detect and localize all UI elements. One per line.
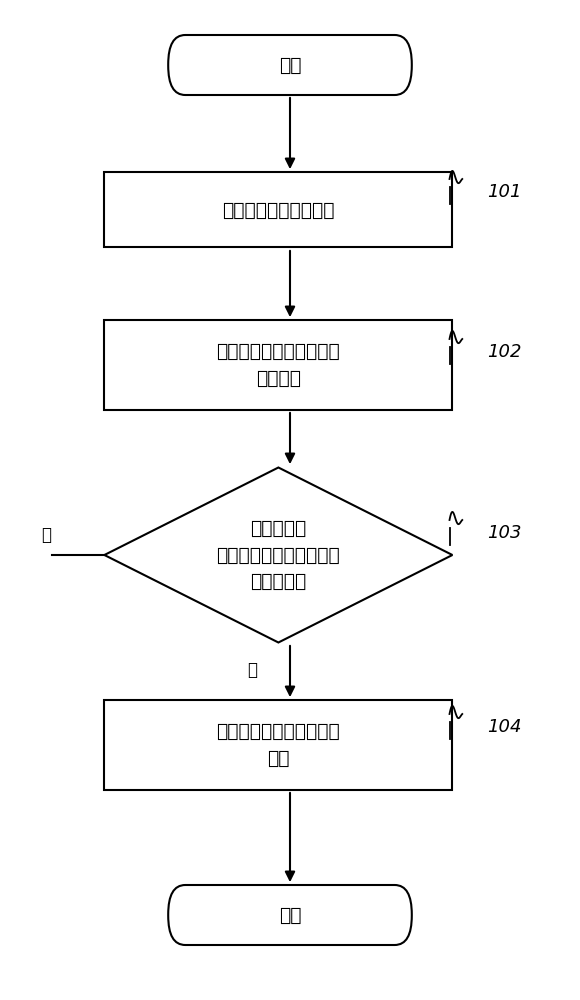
Text: 开始: 开始 [279, 55, 301, 75]
Text: 101: 101 [487, 183, 521, 201]
Text: 电容检测装置检测感应电
容的容值: 电容检测装置检测感应电 容的容值 [216, 342, 340, 388]
Text: 102: 102 [487, 343, 521, 361]
FancyBboxPatch shape [168, 35, 412, 95]
Text: 103: 103 [487, 524, 521, 542]
Text: 104: 104 [487, 718, 521, 736]
Text: 内置天线接收感应电容: 内置天线接收感应电容 [222, 200, 335, 220]
Bar [104, 320, 452, 410]
Text: 结束: 结束 [279, 906, 301, 924]
Polygon shape [104, 468, 452, 642]
FancyBboxPatch shape [168, 885, 412, 945]
Bar [104, 172, 452, 247]
Text: 根据感应电
容的容置大小，确定是否
检测到人体: 根据感应电 容的容置大小，确定是否 检测到人体 [216, 519, 340, 591]
Text: 否: 否 [41, 526, 52, 544]
Bar [104, 700, 452, 790]
Text: 是: 是 [247, 661, 258, 679]
Text: 降低移动终端的信号发射
功率: 降低移动终端的信号发射 功率 [216, 722, 340, 768]
